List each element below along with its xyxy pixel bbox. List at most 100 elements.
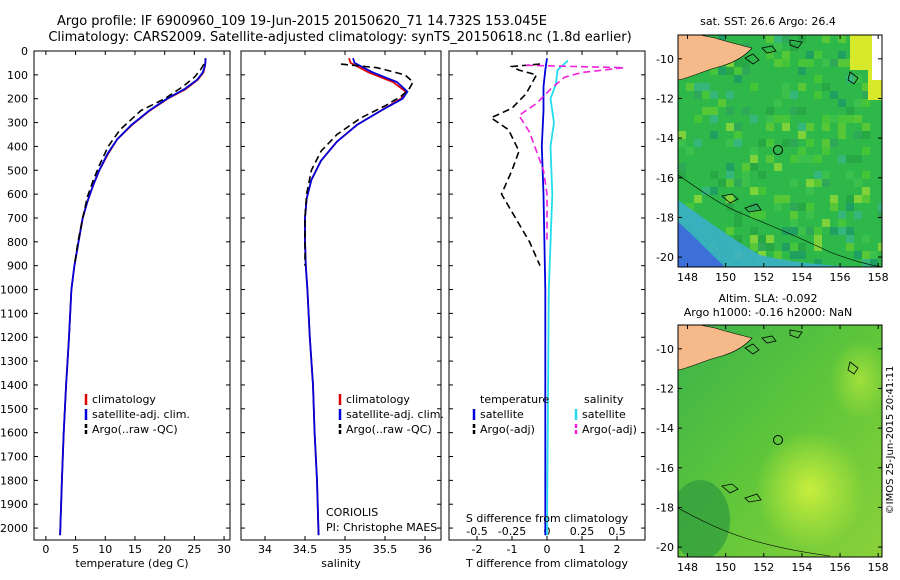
temperature-xtick-label: 0: [42, 543, 49, 556]
sst-cell: [734, 219, 742, 227]
sst-cell: [790, 139, 798, 147]
sst-cell: [838, 99, 846, 107]
sst-cell: [798, 251, 806, 259]
temperature-xtick-label: 5: [72, 543, 79, 556]
sst-cell: [750, 147, 758, 155]
sst-map-xtick-label: 148: [677, 271, 698, 284]
sst-cell: [774, 203, 782, 211]
sst-cell: [750, 163, 758, 171]
sst-cell: [862, 251, 870, 259]
temperature-xtick-label: 30: [217, 543, 231, 556]
temperature-series-line: [73, 63, 205, 266]
sst-cell: [830, 59, 838, 67]
sla-land: [678, 325, 753, 371]
sst-cell: [814, 155, 822, 163]
sst-cell: [726, 171, 734, 179]
sst-cell: [854, 115, 862, 123]
sst-cell: [862, 147, 870, 155]
sst-cell: [782, 227, 790, 235]
sst-cell: [838, 115, 846, 123]
sst-cell: [694, 83, 702, 91]
sst-cell: [742, 179, 750, 187]
sst-cell: [710, 131, 718, 139]
sst-cell: [790, 211, 798, 219]
sst-cell: [846, 227, 854, 235]
sst-cell: [822, 219, 830, 227]
sst-cell: [758, 251, 766, 259]
temperature-ytick-label: 300: [7, 117, 28, 130]
sst-cell: [726, 107, 734, 115]
sst-cell: [814, 91, 822, 99]
sst-cell: [862, 259, 870, 267]
temperature-ytick-label: 500: [7, 164, 28, 177]
sst-argo-marker: [773, 145, 783, 155]
sst-cell: [846, 115, 854, 123]
temperature-ytick-label: 800: [7, 236, 28, 249]
sst-cell: [862, 91, 870, 99]
difference-xlabel: T difference from climatology: [465, 557, 628, 570]
sst-cell: [734, 211, 742, 219]
temperature-ytick-label: 1800: [0, 474, 28, 487]
sst-cell: [782, 83, 790, 91]
sst-cell: [694, 195, 702, 203]
salinity-plot-area: [240, 50, 442, 541]
sst-cell: [798, 131, 806, 139]
sst-cell: [814, 259, 822, 267]
sst-cell: [846, 203, 854, 211]
temperature-ytick-label: 700: [7, 212, 28, 225]
sst-cell: [830, 195, 838, 203]
difference-temperature-legend-label: satellite: [480, 408, 524, 421]
sst-cell: [782, 35, 790, 43]
sst-cell: [798, 155, 806, 163]
sst-cell: [782, 59, 790, 67]
temperature-series-line: [59, 58, 207, 536]
sst-cell: [838, 123, 846, 131]
difference-series-line: [517, 64, 625, 242]
sst-cell: [830, 91, 838, 99]
sst-cell: [782, 195, 790, 203]
sst-deep-water: [678, 200, 882, 267]
sst-cell: [758, 171, 766, 179]
sst-cell: [790, 227, 798, 235]
sst-map-xtick-label: 150: [715, 271, 736, 284]
sst-cell: [774, 195, 782, 203]
sst-map-ytick-label: -12: [656, 92, 674, 105]
sst-cell: [694, 139, 702, 147]
temperature-ytick-label: 0: [21, 45, 28, 58]
temperature-ytick-label: 1400: [0, 379, 28, 392]
sst-cell: [870, 259, 878, 267]
sst-cell: [806, 179, 814, 187]
difference-xtick-top-label: -0.25: [498, 525, 526, 538]
sst-cell: [782, 91, 790, 99]
sst-map-ytick-label: -16: [656, 172, 674, 185]
temperature-xtick-label: 15: [128, 543, 142, 556]
temperature-legend-label: satellite-adj. clim.: [92, 408, 190, 421]
title-line-2: Climatology: CARS2009. Satellite-adjuste…: [48, 30, 631, 45]
sst-cell: [822, 123, 830, 131]
sst-cell: [838, 35, 846, 43]
sst-cell: [862, 123, 870, 131]
sst-coastal-blue: [678, 222, 725, 267]
temperature-ytick-label: 1300: [0, 355, 28, 368]
difference-xtick-top-label: -0.5: [466, 525, 487, 538]
sla-map-ytick-label: -10: [656, 343, 674, 356]
sst-cell: [750, 187, 758, 195]
sst-cell: [710, 115, 718, 123]
sst-cell: [838, 51, 846, 59]
sst-cell: [854, 211, 862, 219]
temperature-legend-label: Argo(..raw -QC): [92, 423, 178, 436]
sst-cell: [838, 219, 846, 227]
sst-isobath: [678, 174, 882, 267]
sst-map: 148 150 152 154 156 158 -10 -12 -14 -16 -18 -20: [656, 34, 889, 284]
temperature-ytick-label: 600: [7, 188, 28, 201]
temperature-ytick-label: 900: [7, 260, 28, 273]
sst-cell: [702, 187, 710, 195]
difference-salinity-legend-label: satellite: [582, 408, 626, 421]
salinity-legend-label: Argo(..raw -QC): [346, 423, 432, 436]
sst-cell: [822, 83, 830, 91]
sst-cell: [854, 75, 862, 83]
sst-cell: [878, 243, 882, 251]
temperature-ytick-label: 1900: [0, 498, 28, 511]
sst-cell: [814, 171, 822, 179]
sst-cell: [822, 179, 830, 187]
